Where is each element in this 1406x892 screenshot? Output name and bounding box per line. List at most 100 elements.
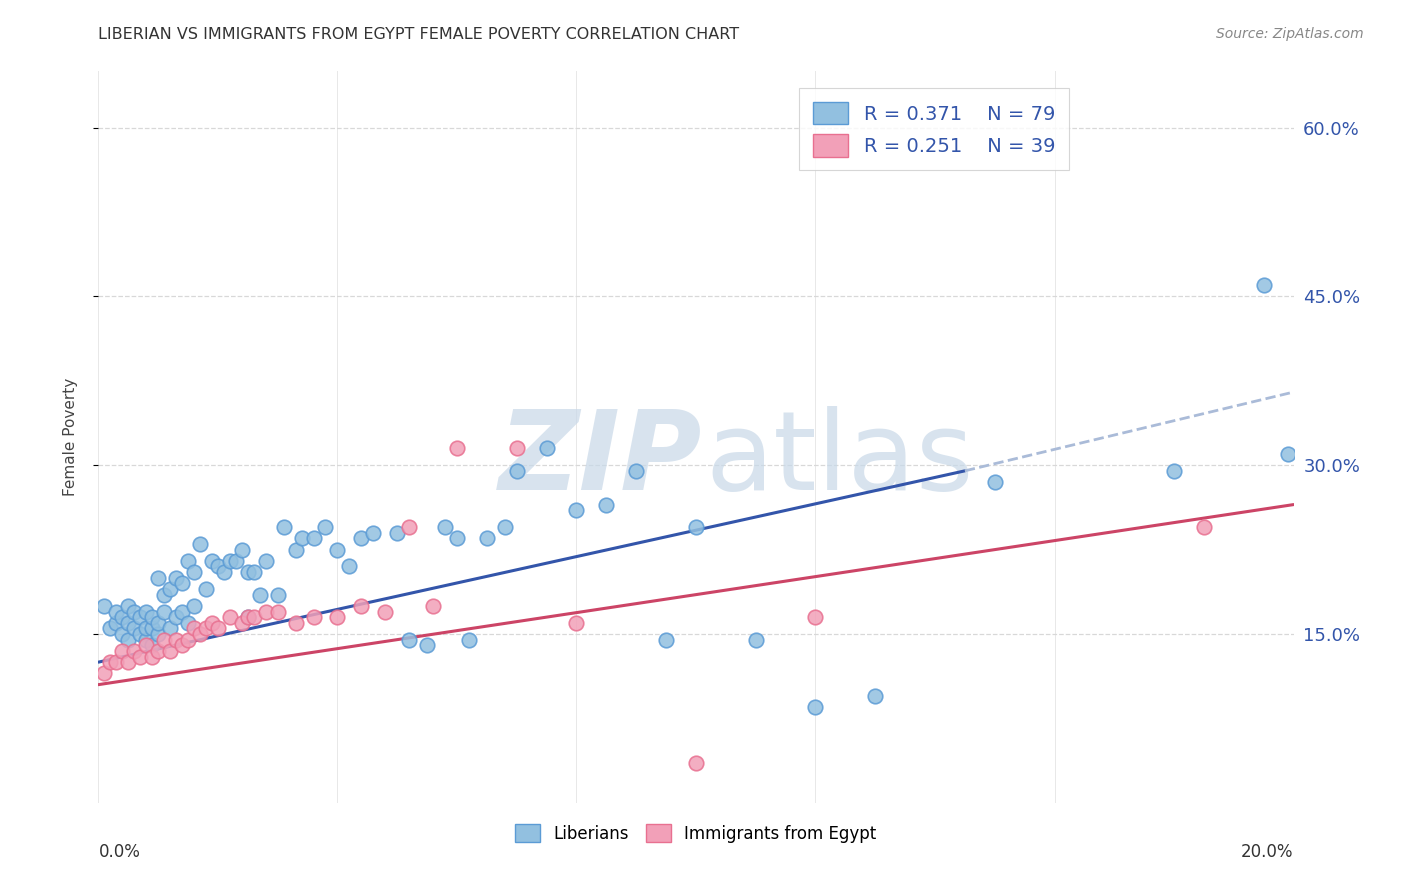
Point [93, 666, 115, 681]
Point [655, 632, 678, 647]
Point [98, 655, 122, 669]
Point [212, 565, 235, 579]
Point [159, 621, 181, 635]
Point [236, 565, 259, 579]
Point [98, 621, 122, 635]
Point [129, 627, 152, 641]
Point [117, 632, 139, 647]
Point [117, 615, 139, 630]
Point [374, 605, 396, 619]
Point [302, 610, 325, 624]
Point [315, 520, 337, 534]
Point [284, 542, 307, 557]
Text: 0.0%: 0.0% [98, 843, 141, 861]
Point [236, 610, 259, 624]
Point [177, 554, 200, 568]
Point [111, 627, 134, 641]
Point [172, 605, 194, 619]
Point [398, 520, 420, 534]
Point [1192, 520, 1215, 534]
Text: 20.0%: 20.0% [1241, 843, 1294, 861]
Point [422, 599, 444, 613]
Point [141, 649, 163, 664]
Point [350, 532, 373, 546]
Point [458, 632, 481, 647]
Point [475, 532, 498, 546]
Point [135, 621, 157, 635]
Point [129, 649, 152, 664]
Point [153, 588, 176, 602]
Point [153, 632, 176, 647]
Point [446, 442, 468, 456]
Point [1277, 447, 1299, 461]
Point [565, 615, 588, 630]
Point [536, 442, 558, 456]
Point [148, 615, 170, 630]
Point [243, 565, 266, 579]
Text: ZIP: ZIP [499, 406, 702, 513]
Legend: Liberians, Immigrants from Egypt: Liberians, Immigrants from Egypt [509, 818, 883, 849]
Point [165, 632, 187, 647]
Text: Source: ZipAtlas.com: Source: ZipAtlas.com [1216, 27, 1364, 41]
Point [219, 554, 242, 568]
Point [685, 520, 707, 534]
Point [172, 638, 194, 652]
Point [165, 610, 187, 624]
Point [93, 599, 115, 613]
Point [195, 582, 218, 596]
Point [124, 605, 146, 619]
Point [416, 638, 439, 652]
Point [105, 655, 128, 669]
Point [267, 588, 290, 602]
Point [135, 605, 157, 619]
Point [141, 610, 163, 624]
Point [243, 610, 266, 624]
Point [302, 532, 325, 546]
Point [685, 756, 707, 771]
Point [201, 615, 224, 630]
Point [494, 520, 516, 534]
Point [267, 605, 290, 619]
Point [188, 627, 211, 641]
Point [284, 615, 307, 630]
Text: LIBERIAN VS IMMIGRANTS FROM EGYPT FEMALE POVERTY CORRELATION CHART: LIBERIAN VS IMMIGRANTS FROM EGYPT FEMALE… [98, 27, 740, 42]
Point [135, 638, 157, 652]
Point [350, 599, 373, 613]
Point [141, 638, 163, 652]
Point [446, 532, 468, 546]
Point [165, 571, 187, 585]
Point [249, 588, 271, 602]
Point [804, 610, 827, 624]
Point [506, 442, 529, 456]
Point [177, 615, 200, 630]
Point [225, 554, 247, 568]
Point [291, 532, 314, 546]
Point [339, 559, 361, 574]
Point [236, 610, 259, 624]
Point [865, 689, 887, 703]
Point [172, 576, 194, 591]
Point [984, 475, 1007, 489]
Point [117, 655, 139, 669]
Point [385, 525, 409, 540]
Point [434, 520, 457, 534]
Point [254, 605, 277, 619]
Point [595, 498, 617, 512]
Point [117, 599, 139, 613]
Point [207, 559, 229, 574]
Point [363, 525, 385, 540]
Point [159, 582, 181, 596]
Point [183, 565, 205, 579]
Point [105, 605, 128, 619]
Point [188, 537, 211, 551]
Point [129, 610, 152, 624]
Point [506, 464, 529, 478]
Point [111, 610, 134, 624]
Point [201, 554, 224, 568]
Point [183, 599, 205, 613]
Point [1253, 278, 1275, 293]
Point [148, 627, 170, 641]
Point [177, 632, 200, 647]
Point [153, 605, 176, 619]
Point [135, 632, 157, 647]
